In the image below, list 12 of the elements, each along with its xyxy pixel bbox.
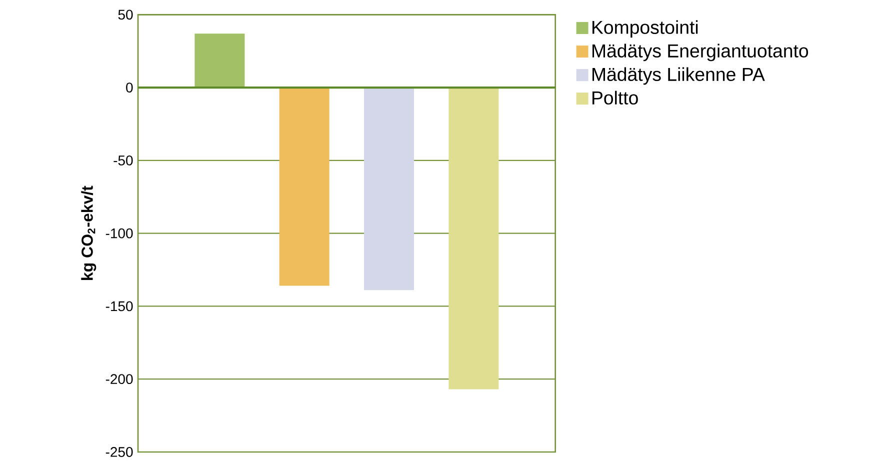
legend-label: Poltto	[592, 90, 638, 105]
y-tick-label: 0	[126, 82, 133, 93]
legend-label: Mädätys Liikenne PA	[592, 67, 765, 85]
y-tick-label: -50	[114, 155, 133, 166]
y-tick-label: -150	[106, 301, 133, 312]
y-axis-title: kg CO$_{2}$-ekv/t	[81, 186, 96, 280]
y-tick-label: 50	[118, 10, 133, 20]
y-tick-label: -200	[106, 374, 133, 384]
y-tick-label: -250	[106, 447, 133, 457]
y-tick-label: -100	[106, 228, 133, 238]
legend-label: Mädätys Energiantuotanto	[592, 44, 808, 62]
legend-label: Kompostointi	[592, 20, 698, 38]
